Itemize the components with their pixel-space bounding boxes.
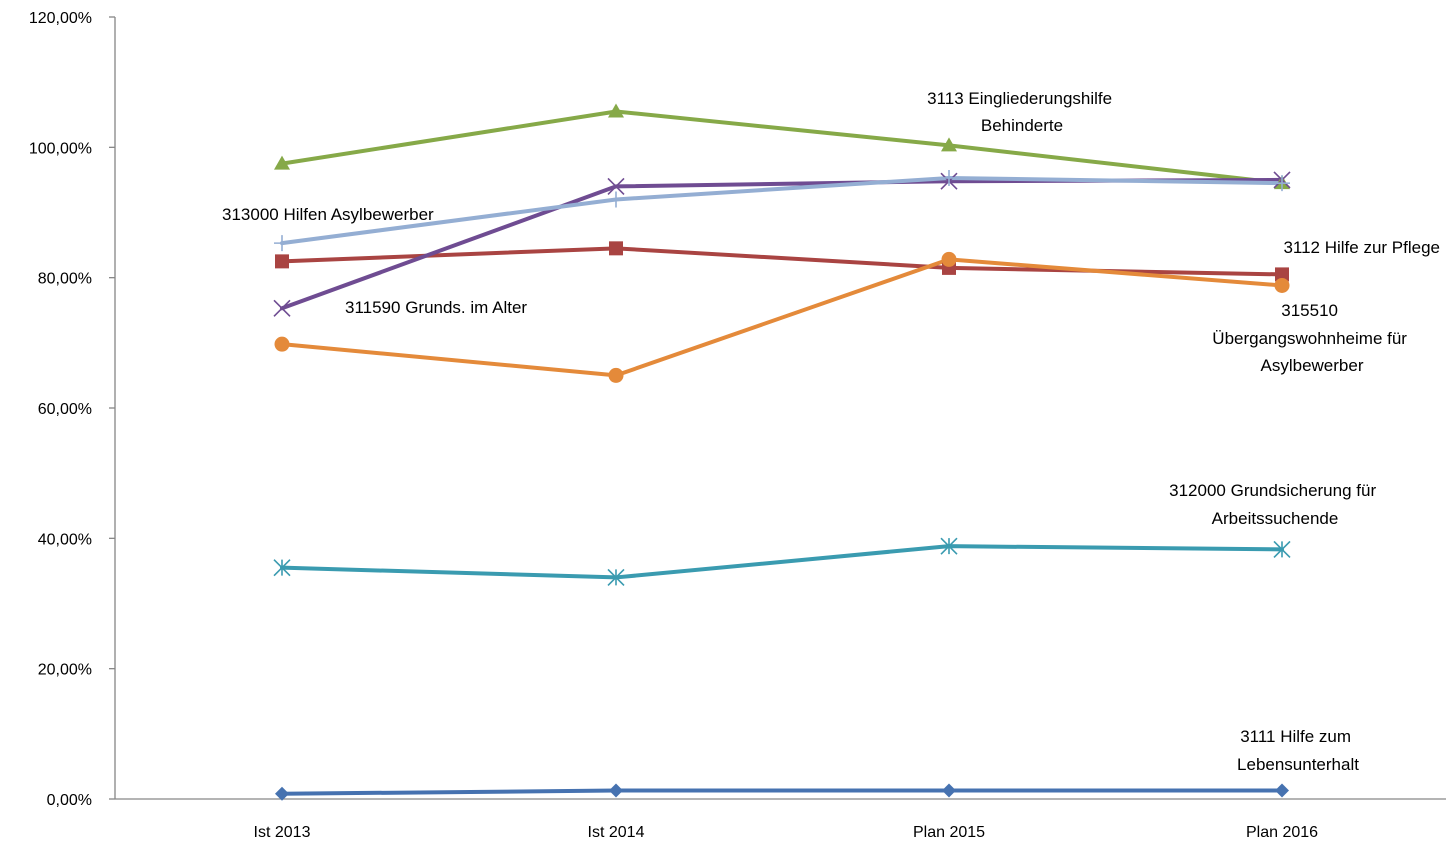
data-point (273, 299, 291, 317)
y-tick-label: 120,00% (29, 10, 92, 27)
series-line (280, 109, 1284, 186)
data-point (940, 537, 958, 555)
y-tick-label: 100,00% (29, 140, 92, 157)
annotation-3113: 3113 Eingliederungshilfe Behinderte (927, 89, 1117, 135)
data-point (274, 155, 290, 170)
annotation-311590: 311590 Grunds. im Alter (345, 298, 527, 317)
axes: 0,00% 20,00% 40,00% 60,00% 80,00% 100,00% 120,… (29, 10, 1446, 841)
data-point (274, 336, 290, 352)
annotation-315510: 315510 Übergangswohnheime für Asylbewerb… (1212, 301, 1411, 375)
data-point (273, 559, 291, 577)
data-point (608, 103, 624, 118)
series-line (280, 257, 1284, 378)
data-point (1273, 540, 1291, 558)
data-point (1275, 783, 1289, 798)
annotation-3111: 3111 Hilfe zum Lebensunterhalt (1237, 727, 1359, 774)
x-tick-label: Ist 2014 (588, 824, 645, 841)
data-point (274, 235, 290, 252)
data-point (609, 783, 623, 798)
data-point (941, 137, 957, 152)
data-point (1274, 277, 1290, 293)
annotation-313000: 313000 Hilfen Asylbewerber (222, 205, 434, 224)
series-lines (280, 109, 1284, 796)
series-line (280, 788, 1284, 796)
x-tick-label: Ist 2013 (254, 824, 311, 841)
annotation-3112: 3112 Hilfe zur Pflege (1283, 238, 1440, 257)
data-point (275, 254, 289, 269)
data-point (1274, 175, 1290, 192)
x-tick-label: Plan 2015 (913, 824, 985, 841)
series-line (280, 544, 1284, 580)
data-point (609, 241, 623, 256)
data-point (941, 169, 957, 186)
data-point (941, 251, 957, 267)
data-point (942, 783, 956, 798)
x-tick-label: Plan 2016 (1246, 824, 1318, 841)
y-tick-label: 20,00% (38, 662, 92, 679)
data-point (608, 191, 624, 208)
data-point (275, 786, 289, 801)
data-point (608, 367, 624, 383)
series-line (280, 177, 1284, 311)
y-tick-label: 0,00% (47, 792, 92, 809)
series-line (280, 175, 1284, 246)
data-point (607, 568, 625, 586)
annotation-312000: 312000 Grundsicherung für Arbeitssuchend… (1169, 481, 1381, 528)
data-point (1275, 267, 1289, 282)
data-point (607, 177, 625, 195)
y-tick-label: 80,00% (38, 271, 92, 288)
y-tick-label: 40,00% (38, 531, 92, 548)
y-tick-label: 60,00% (38, 401, 92, 418)
series-markers (273, 103, 1291, 801)
